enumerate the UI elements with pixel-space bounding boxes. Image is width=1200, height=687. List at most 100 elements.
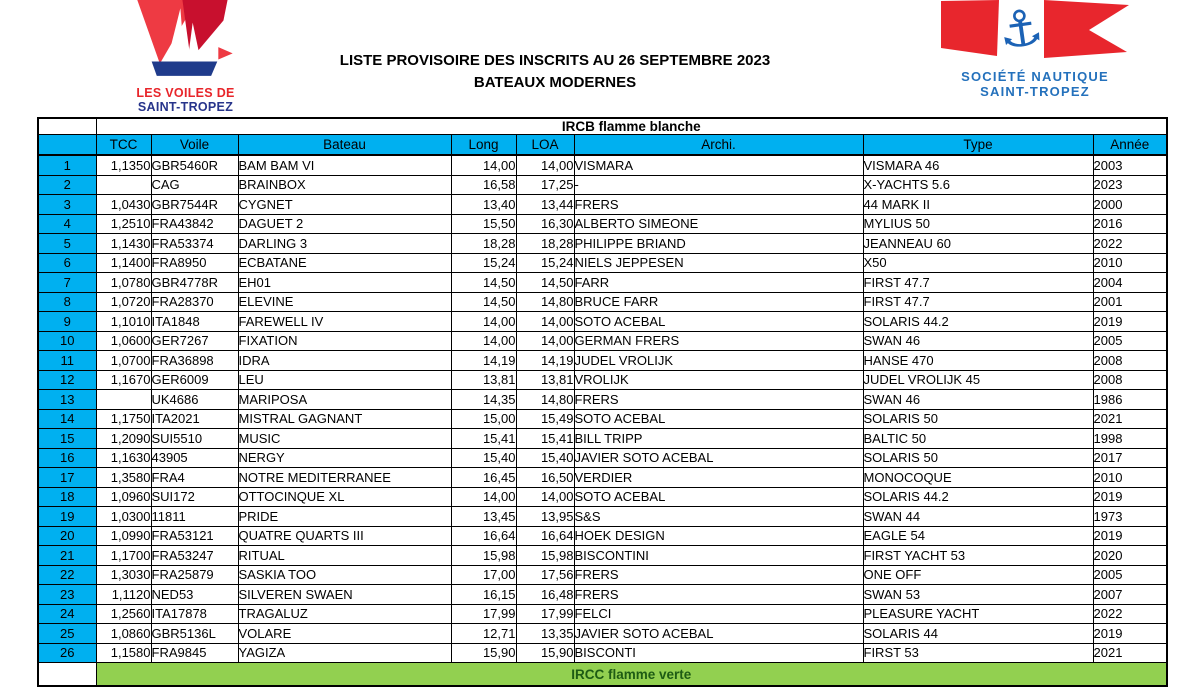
cell-long: 16,58 [450,174,517,195]
cell-type: X-YACHTS 5.6 [862,174,1094,195]
cell-annee: 2008 [1092,369,1168,390]
cell-annee: 2022 [1092,603,1168,624]
cell-long: 15,40 [450,447,517,468]
cell-type: FIRST YACHT 53 [862,545,1094,566]
cell-tcc: 1,1400 [95,252,152,273]
cell-bateau: LEU [237,369,452,390]
logo-right-line2: SAINT-TROPEZ [980,84,1090,99]
cell-type: X50 [862,252,1094,273]
cell-voile: GBR4778R [150,272,239,293]
cell-num: 22 [37,564,97,585]
column-header-bateau: Bateau [237,134,452,156]
cell-num: 7 [37,272,97,293]
cell-bateau: DAGUET 2 [237,213,452,234]
cell-type: JUDEL VROLIJK 45 [862,369,1094,390]
cell-archi: JUDEL VROLIJK [573,350,864,371]
cell-archi: ALBERTO SIMEONE [573,213,864,234]
cell-loa: 16,30 [515,213,575,234]
burgee-anchor-icon: ⚓ [941,0,1129,60]
cell-voile: ITA17878 [150,603,239,624]
cell-loa: 13,81 [515,369,575,390]
cell-bateau: QUATRE QUARTS III [237,525,452,546]
cell-voile: FRA53121 [150,525,239,546]
cell-loa: 17,99 [515,603,575,624]
cell-tcc: 1,0960 [95,486,152,507]
cell-annee: 1973 [1092,506,1168,527]
table-row: 23 1,1120 NED53 SILVEREN SWAEN 16,15 16,48 FRE… [37,584,1168,605]
table-row: 26 1,1580 FRA9845 YAGIZA 15,90 15,90 BISCONTI F… [37,642,1168,663]
table-row: 12 1,1670 GER6009 LEU 13,81 13,81 VROLIJK JUDEL… [37,369,1168,390]
cell-type: SOLARIS 50 [862,447,1094,468]
cell-num: 23 [37,584,97,605]
cell-annee: 2020 [1092,545,1168,566]
table-row: 21 1,1700 FRA53247 RITUAL 15,98 15,98 BISCONTI… [37,545,1168,566]
cell-annee: 2016 [1092,213,1168,234]
cell-type: SOLARIS 44 [862,623,1094,644]
cell-num: 5 [37,233,97,254]
cell-voile: FRA25879 [150,564,239,585]
cell-bateau: ELEVINE [237,291,452,312]
cell-bateau: FIXATION [237,330,452,351]
cell-num: 10 [37,330,97,351]
cell-tcc [95,174,152,195]
table-row: 2 CAG BRAINBOX 16,58 17,25- X-YACHTS 5.6 2023 [37,174,1168,195]
cell-tcc: 1,0780 [95,272,152,293]
cell-voile: SUI5510 [150,428,239,449]
cell-voile: FRA53247 [150,545,239,566]
cell-archi: HOEK DESIGN [573,525,864,546]
cell-num: 25 [37,623,97,644]
table-row: 25 1,0860 GBR5136L VOLARE 12,71 13,35 JAVIER S… [37,623,1168,644]
cell-loa: 15,90 [515,642,575,663]
societe-nautique-logo: ⚓ SOCIÉTÉ NAUTIQUE SAINT-TROPEZ [935,0,1135,99]
cell-annee: 2021 [1092,642,1168,663]
cell-bateau: BAM BAM VI [237,154,452,176]
table-row: 6 1,1400 FRA8950 ECBATANE 15,24 15,24 NIELS JE… [37,252,1168,273]
cell-type: SOLARIS 44.2 [862,311,1094,332]
cell-long: 15,50 [450,213,517,234]
cell-voile: GBR5460R [150,154,239,176]
cell-annee: 2000 [1092,194,1168,215]
cell-type: EAGLE 54 [862,525,1094,546]
cell-tcc: 1,2090 [95,428,152,449]
cell-tcc: 1,1630 [95,447,152,468]
table-row: 7 1,0780 GBR4778R EH01 14,50 14,50 FARR FIRST 4… [37,272,1168,293]
cell-archi: VERDIER [573,467,864,488]
cell-bateau: YAGIZA [237,642,452,663]
cell-voile: FRA43842 [150,213,239,234]
cell-bateau: RITUAL [237,545,452,566]
cell-tcc: 1,3030 [95,564,152,585]
cell-annee: 2005 [1092,330,1168,351]
cell-loa: 14,80 [515,389,575,410]
cell-voile: SUI172 [150,486,239,507]
cell-long: 15,00 [450,408,517,429]
cell-bateau: TRAGALUZ [237,603,452,624]
cell-loa: 17,56 [515,564,575,585]
cell-loa: 14,80 [515,291,575,312]
cell-long: 15,98 [450,545,517,566]
column-header-tcc: TCC [95,134,152,156]
table-row: 8 1,0720 FRA28370 ELEVINE 14,50 14,80 BRUCE FA… [37,291,1168,312]
les-voiles-logo: LES VOILES DE SAINT-TROPEZ [123,0,248,114]
table-row: 18 1,0960 SUI172 OTTOCINQUE XL 14,00 14,00 SOT… [37,486,1168,507]
cell-bateau: MARIPOSA [237,389,452,410]
table-row: 14 1,1750 ITA2021 MISTRAL GAGNANT 15,00 15,49… [37,408,1168,429]
cell-long: 15,90 [450,642,517,663]
cell-loa: 14,50 [515,272,575,293]
cell-bateau: SASKIA TOO [237,564,452,585]
cell-long: 14,00 [450,486,517,507]
cell-bateau: EH01 [237,272,452,293]
cell-type: PLEASURE YACHT [862,603,1094,624]
cell-long: 16,45 [450,467,517,488]
logo-left-line1: LES VOILES DE [136,86,235,100]
page-title: LISTE PROVISOIRE DES INSCRITS AU 26 SEPT… [280,50,830,94]
cell-archi: SOTO ACEBAL [573,408,864,429]
cell-loa: 13,95 [515,506,575,527]
cell-num: 1 [37,154,97,176]
cell-annee: 2019 [1092,623,1168,644]
cell-loa: 16,64 [515,525,575,546]
cell-loa: 18,28 [515,233,575,254]
cell-archi: S&S [573,506,864,527]
cell-tcc: 1,1670 [95,369,152,390]
column-header-annee: Année [1092,134,1168,156]
cell-long: 14,00 [450,311,517,332]
